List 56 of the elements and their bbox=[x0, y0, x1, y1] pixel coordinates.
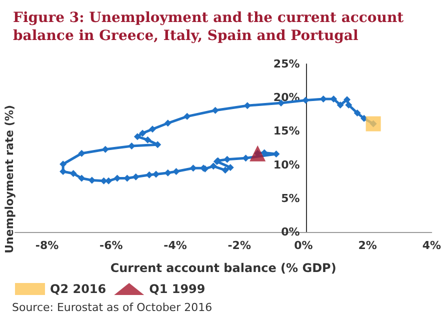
point bbox=[224, 156, 231, 163]
point bbox=[102, 146, 109, 153]
point bbox=[88, 176, 96, 184]
point bbox=[212, 106, 219, 114]
point bbox=[330, 95, 338, 102]
point bbox=[190, 164, 197, 172]
point bbox=[60, 160, 67, 168]
point bbox=[152, 170, 160, 178]
y-axis-title: Unemployment rate (%) bbox=[3, 104, 16, 254]
point bbox=[242, 154, 250, 162]
point bbox=[78, 174, 86, 182]
y-tick-label: 5% bbox=[281, 192, 300, 205]
point bbox=[210, 162, 217, 170]
point bbox=[60, 168, 67, 176]
point bbox=[320, 95, 327, 102]
point bbox=[184, 112, 191, 120]
point bbox=[139, 130, 146, 137]
x-tick-label: -8% bbox=[35, 239, 59, 252]
point bbox=[222, 166, 229, 174]
chart-title: Figure 3: Unemployment and the current account balance in Greece, Italy, Spain and Portugal bbox=[13, 10, 408, 44]
point bbox=[344, 96, 351, 104]
point bbox=[172, 168, 180, 176]
x-tick-label: -4% bbox=[164, 239, 187, 252]
y-tick-label: 25% bbox=[273, 58, 300, 70]
point bbox=[144, 136, 152, 144]
point bbox=[336, 101, 344, 108]
point bbox=[244, 102, 251, 110]
legend-label: Q2 2016 bbox=[50, 282, 106, 296]
point bbox=[132, 173, 140, 180]
point bbox=[164, 169, 172, 176]
point bbox=[128, 142, 136, 150]
point bbox=[354, 110, 361, 117]
point bbox=[250, 145, 266, 162]
x-tick-label: -2% bbox=[228, 239, 251, 252]
point bbox=[302, 96, 310, 104]
y-tick-label: 0% bbox=[281, 226, 300, 238]
point bbox=[146, 171, 153, 178]
x-tick-label: -6% bbox=[100, 239, 123, 252]
point bbox=[226, 164, 234, 171]
y-tick-label: 20% bbox=[273, 91, 300, 104]
point bbox=[134, 133, 141, 140]
x-tick-label: 2% bbox=[358, 239, 377, 252]
x-tick-label: 4% bbox=[422, 239, 442, 252]
point bbox=[366, 116, 381, 132]
point bbox=[360, 114, 368, 122]
point bbox=[78, 150, 86, 157]
y-tick-label: 15% bbox=[273, 124, 300, 138]
point bbox=[345, 101, 352, 108]
x-axis-title: Current account balance (% GDP) bbox=[110, 261, 336, 275]
legend-label: Q1 1999 bbox=[149, 282, 206, 296]
point bbox=[149, 126, 156, 133]
point bbox=[70, 170, 77, 178]
y-tick-label: 10% bbox=[273, 158, 300, 172]
x-tick-label: 0% bbox=[294, 239, 313, 252]
source-note: Source: Eurostat as of October 2016 bbox=[12, 301, 212, 314]
point bbox=[164, 120, 172, 127]
